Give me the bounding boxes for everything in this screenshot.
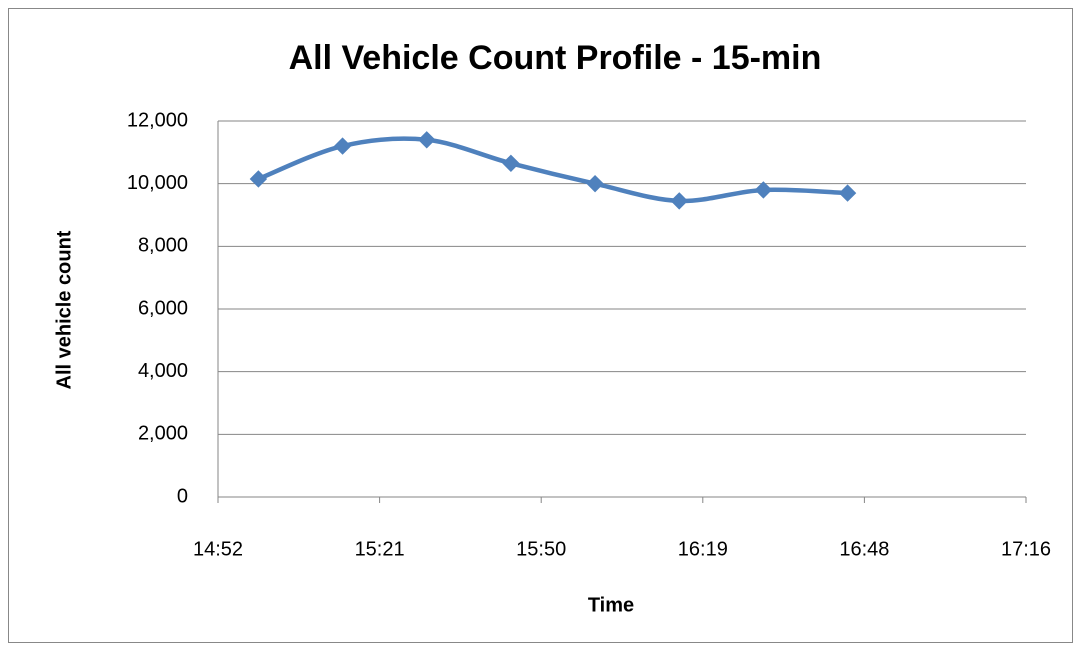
marker — [333, 137, 352, 155]
marker — [249, 170, 268, 188]
y-tick-label: 6,000 — [138, 297, 188, 319]
marker — [418, 131, 436, 149]
x-tick-label: 15:21 — [355, 538, 405, 560]
y-tick-label: 2,000 — [138, 423, 188, 445]
chart-border — [8, 8, 1073, 643]
y-axis-label: All vehicle count — [53, 230, 75, 389]
marker — [586, 174, 604, 193]
marker — [670, 192, 688, 210]
marker — [838, 184, 857, 202]
x-tick-label: 16:19 — [678, 538, 728, 560]
marker — [754, 181, 773, 199]
x-tick-label: 14:52 — [193, 538, 243, 560]
x-tick-label: 17:16 — [1001, 538, 1051, 560]
line — [257, 136, 848, 204]
x-axis-label: Time — [588, 594, 634, 616]
chart-title: All Vehicle Count Profile - 15-min — [289, 39, 822, 77]
y-tick-label: 0 — [177, 485, 188, 507]
y-tick-label: 10,000 — [127, 172, 188, 194]
x-tick-label: 16:48 — [839, 538, 889, 560]
x-tick-label: 15:50 — [516, 538, 566, 560]
y-tick-label: 8,000 — [138, 235, 188, 257]
marker — [502, 154, 520, 173]
y-tick-label: 4,000 — [138, 360, 188, 382]
y-tick-label: 12,000 — [127, 109, 188, 131]
